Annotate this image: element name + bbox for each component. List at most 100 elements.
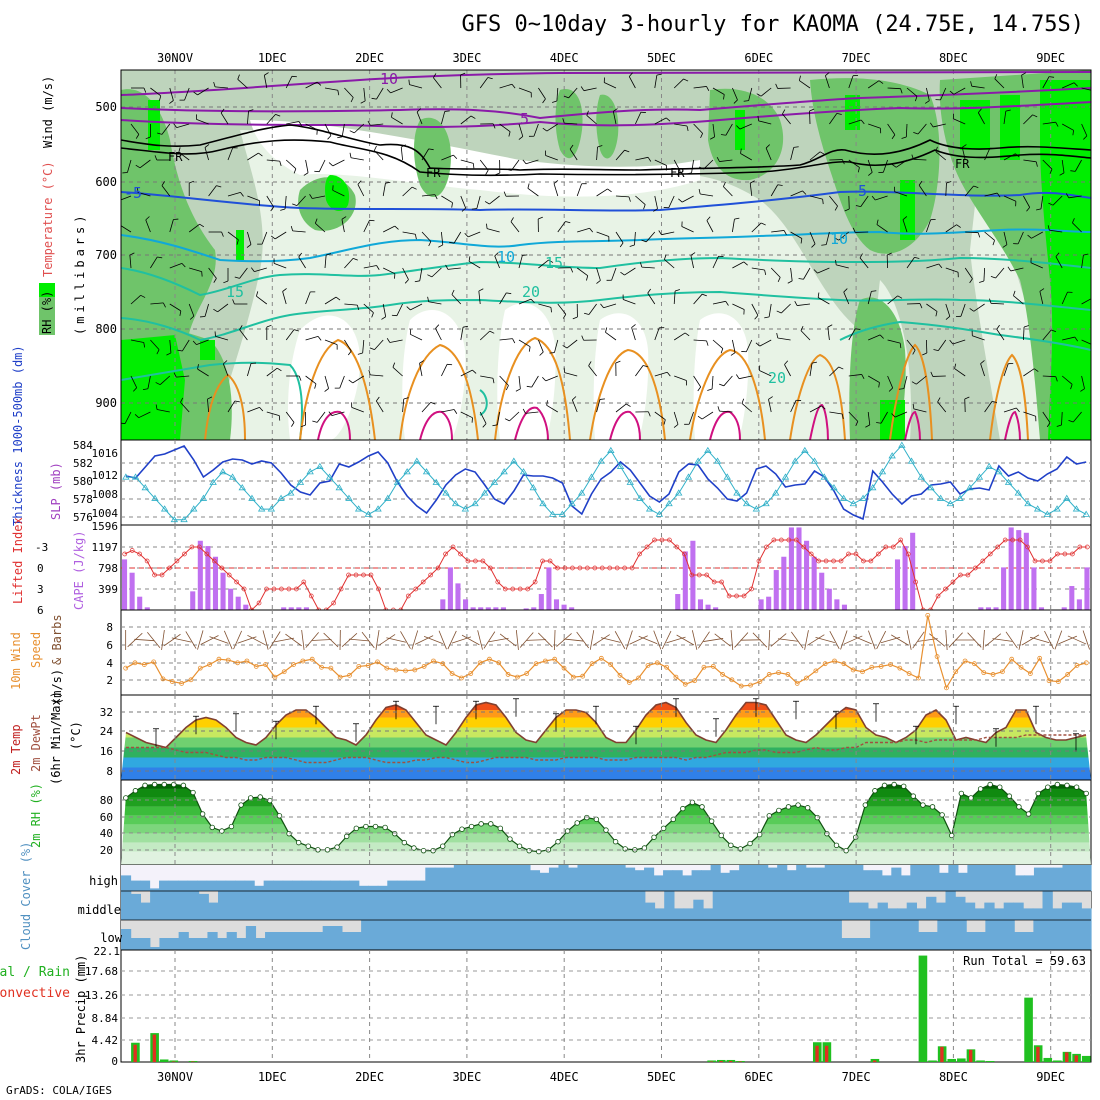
- lifted-index-marker: [443, 551, 448, 557]
- rh-marker: [670, 816, 676, 823]
- slp-marker: [471, 499, 479, 507]
- lifted-index-marker: [465, 558, 471, 564]
- wind10m-speed-marker: [291, 662, 296, 667]
- slp-marker: [122, 473, 130, 480]
- wind-barb-shaft: [525, 411, 539, 414]
- wind-barb-shaft: [363, 220, 370, 233]
- wind-barb-shaft: [421, 194, 435, 197]
- cape-bar: [212, 556, 219, 610]
- cloud-cell: [918, 932, 929, 950]
- wind-barb-flag: [349, 130, 355, 134]
- wind-barb-flag: [234, 400, 240, 403]
- wind-barb-flag: [678, 198, 683, 203]
- wind-barb-shaft: [441, 154, 454, 161]
- cloud-cell: [207, 932, 218, 950]
- temp2m-panel: 32 24 16 8 2m Temp 2m DewPt (6hr Min/Max…: [9, 691, 1092, 785]
- thickness-line: [125, 445, 1087, 521]
- cloud-cell: [392, 891, 403, 920]
- wind10m-barb: [791, 631, 804, 649]
- wind-barb-flag: [580, 86, 585, 91]
- lifted-index-marker: [734, 593, 739, 599]
- cloud-cell: [870, 920, 881, 950]
- wind-barb-shaft: [635, 112, 642, 125]
- cloud-cell: [305, 891, 316, 920]
- cloud-cell: [848, 902, 859, 920]
- wind-barb-shaft: [247, 152, 259, 161]
- wind-barb-shaft: [332, 159, 345, 167]
- wind-barb-shaft: [1023, 114, 1033, 125]
- slp-marker: [403, 468, 411, 475]
- cloud-cell: [402, 891, 413, 920]
- slp-marker: [267, 505, 276, 512]
- slp-marker: [713, 457, 722, 464]
- cape-bar: [546, 567, 552, 610]
- lifted-index-marker: [301, 579, 307, 585]
- wind-barb-flag: [891, 413, 896, 418]
- cloud-cell: [179, 891, 190, 920]
- wind-barb-shaft: [350, 157, 364, 161]
- wind-barb-shaft: [421, 402, 431, 413]
- pressure-tick-600: 600: [95, 175, 117, 189]
- wind-barb-shaft: [478, 291, 481, 305]
- wind10m-barb: [461, 634, 480, 646]
- cloud-cell: [682, 875, 693, 891]
- cape-bar: [993, 607, 999, 610]
- slp-marker: [519, 468, 528, 475]
- wind-barb-shaft: [984, 231, 995, 241]
- cloud-cell: [485, 920, 497, 950]
- rh-marker: [468, 823, 475, 830]
- lifted-index-marker: [644, 544, 650, 550]
- rh-marker: [420, 847, 427, 854]
- wind-barb-shaft: [693, 123, 703, 134]
- cloud-cell: [235, 880, 246, 891]
- cloud-cell: [975, 932, 986, 950]
- thickness-day-gridlines: [174, 440, 1052, 525]
- wind-barb-shaft: [441, 409, 455, 413]
- wind-barb-flag: [962, 144, 967, 148]
- precip-convective-bar: [738, 1061, 742, 1062]
- li-tick-0: 0: [37, 562, 44, 575]
- lifted-index-marker: [637, 551, 642, 557]
- wind-barb-shaft: [673, 332, 686, 341]
- wind-barb-flag: [189, 180, 195, 184]
- wind-barb-shaft: [247, 111, 249, 125]
- wind-barb-shaft: [933, 123, 946, 128]
- wind-barb-flag: [716, 156, 720, 162]
- cloud-cell: [121, 875, 132, 891]
- lifted-index-marker: [361, 572, 366, 578]
- wind-barb-flag: [427, 296, 429, 302]
- wind-barb-shaft: [150, 256, 158, 269]
- wind-barb-flag: [527, 183, 530, 189]
- wind-barb-shaft: [635, 156, 649, 161]
- slp-marker: [1033, 505, 1042, 512]
- wind10m-speed-marker: [1009, 656, 1015, 662]
- wind-barb-shaft: [568, 87, 578, 99]
- wind-barb-flag: [316, 81, 322, 86]
- cloud-cell: [553, 920, 564, 950]
- rh-marker: [804, 805, 811, 811]
- rh-marker: [382, 824, 388, 831]
- wind-barb-shaft: [451, 294, 462, 305]
- wind-barb-flag: [1032, 114, 1038, 118]
- precip-series: [131, 955, 1091, 1062]
- wind10m-barb: [629, 635, 648, 645]
- cloud-cell: [906, 902, 917, 920]
- lifted-index-marker: [652, 537, 657, 543]
- pressure-tick-700: 700: [95, 248, 117, 262]
- lifted-index-marker: [607, 565, 613, 571]
- wind-barb-shaft: [984, 401, 993, 413]
- wind-barb-flag: [121, 422, 126, 424]
- cloud-cell: [282, 880, 293, 891]
- wind10m-barb: [423, 636, 443, 644]
- cloud-cell: [786, 870, 797, 891]
- top-date-label: 3DEC: [452, 51, 481, 65]
- wind-barb-shaft: [266, 367, 278, 377]
- wind-barb-shaft: [127, 159, 132, 173]
- wind-barb-shaft: [332, 189, 345, 197]
- wind10m-speed-marker: [981, 670, 987, 676]
- wind-barb-flag: [199, 223, 205, 228]
- wind-barb-shaft: [964, 185, 974, 197]
- precip-total-bar: [159, 1059, 169, 1062]
- wind-barb-shaft: [895, 159, 908, 168]
- wind-barb-flag: [335, 296, 341, 301]
